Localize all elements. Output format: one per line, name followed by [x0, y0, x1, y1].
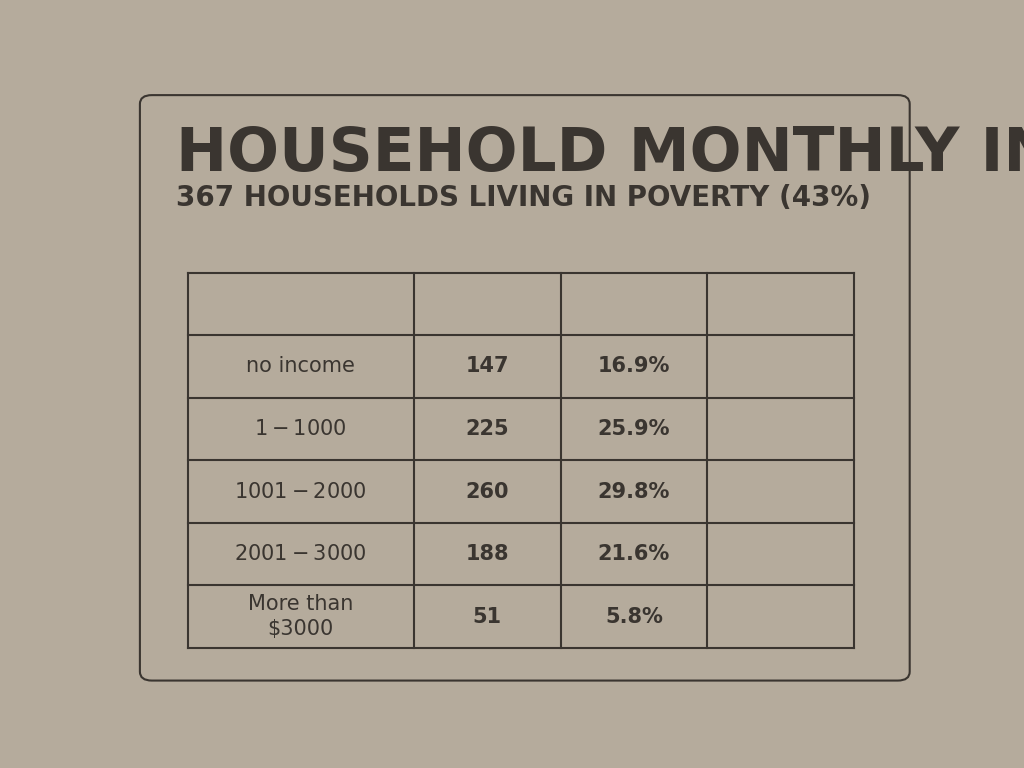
- Text: $1-$1000: $1-$1000: [254, 419, 347, 439]
- Text: 188: 188: [465, 545, 509, 564]
- Text: 5.8%: 5.8%: [605, 607, 663, 627]
- Text: HOUSEHOLD MONTHLY INCOME: HOUSEHOLD MONTHLY INCOME: [176, 124, 1024, 184]
- Text: 29.8%: 29.8%: [598, 482, 670, 502]
- Text: 147: 147: [465, 356, 509, 376]
- Text: 16.9%: 16.9%: [598, 356, 670, 376]
- Text: no income: no income: [246, 356, 355, 376]
- Text: 367 HOUSEHOLDS LIVING IN POVERTY (43%): 367 HOUSEHOLDS LIVING IN POVERTY (43%): [176, 184, 870, 212]
- Text: 260: 260: [465, 482, 509, 502]
- Text: $1001-$2000: $1001-$2000: [234, 482, 367, 502]
- Text: 225: 225: [465, 419, 509, 439]
- Text: 21.6%: 21.6%: [598, 545, 670, 564]
- Text: More than
$3000: More than $3000: [248, 594, 353, 639]
- Text: $2001-$3000: $2001-$3000: [234, 545, 367, 564]
- Text: 25.9%: 25.9%: [598, 419, 670, 439]
- Text: 51: 51: [472, 607, 502, 627]
